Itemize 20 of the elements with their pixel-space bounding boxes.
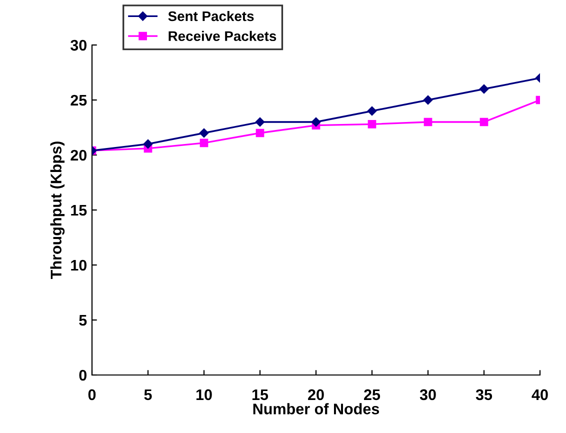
y-tick-label: 10 [71, 260, 87, 271]
y-axis-title: Throughput (Kbps) [50, 142, 65, 279]
x-tick-label: 5 [144, 389, 152, 400]
y-tick-label: 5 [79, 315, 87, 326]
y-tick-label: 20 [70, 150, 87, 161]
legend-label: Receive Packets [168, 30, 276, 42]
y-tick-label: 25 [70, 94, 87, 106]
x-tick-label: 40 [532, 389, 548, 400]
x-tick-label: 20 [308, 389, 324, 400]
y-tick-label: 15 [71, 205, 87, 216]
x-tick-label: 30 [420, 389, 436, 400]
legend-label: Sent Packets [168, 10, 254, 22]
y-tick-label: 30 [70, 40, 87, 51]
y-tick-label: 0 [79, 370, 87, 381]
x-tick-label: 15 [252, 389, 268, 400]
x-tick-label: 0 [88, 389, 96, 400]
x-tick-label: 10 [196, 389, 212, 400]
x-axis-title: Number of Nodes [253, 403, 380, 414]
x-tick-label: 25 [364, 389, 380, 400]
x-tick-label: 35 [476, 389, 492, 400]
